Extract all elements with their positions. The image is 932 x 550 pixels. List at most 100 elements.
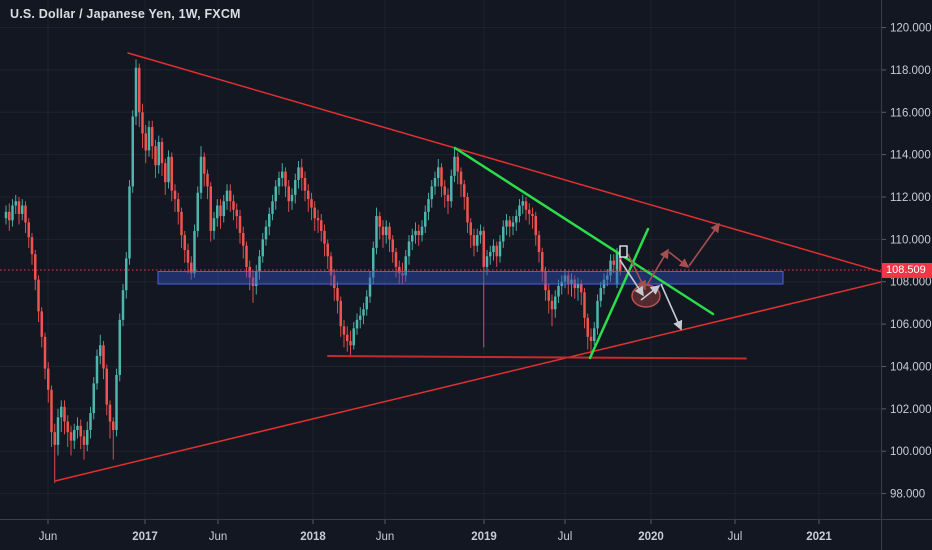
candle-up (125, 252, 128, 299)
candle-up (407, 235, 411, 265)
candle-down (238, 209, 242, 244)
candle-down (531, 207, 534, 229)
prediction-arrow-red[interactable] (688, 222, 720, 267)
candle-body (14, 201, 17, 206)
candle-down (151, 120, 154, 159)
candle-body (313, 207, 316, 219)
candle-body (21, 205, 24, 214)
candle-body (368, 277, 372, 297)
prediction-arrow-red[interactable] (668, 251, 690, 268)
candle-body (251, 277, 255, 286)
candle-body (268, 213, 271, 227)
candle-body (232, 201, 235, 210)
candle-body (212, 218, 216, 231)
price-axis-label: 106.000 (890, 319, 932, 331)
candle-down (40, 307, 43, 348)
candle-body (170, 156, 173, 191)
candle-body (300, 167, 303, 178)
candle-down (105, 364, 108, 416)
candle-body (290, 194, 294, 202)
candle-body (446, 194, 450, 202)
candle-body (164, 163, 167, 183)
candle-body (245, 245, 248, 267)
candle-up (615, 247, 619, 289)
candle-up (290, 188, 294, 210)
prediction-arrow-gray[interactable] (660, 283, 683, 331)
candle-down (394, 247, 398, 278)
candle-body (550, 300, 554, 310)
candle-body (157, 141, 160, 166)
candle-down (17, 197, 21, 225)
candle-down (378, 211, 381, 240)
candle-down (50, 385, 53, 447)
candle-body (297, 167, 300, 181)
time-axis[interactable]: Jun 2017 Jun 2018 Jun 2019 Jul 2020 Jul 2021 (0, 519, 932, 544)
candle-up (355, 313, 359, 335)
candle-down (164, 158, 167, 195)
price-axis[interactable]: 120.000 118.000 116.000 114.000 112.000 110.0… (881, 0, 932, 550)
candle-body (362, 309, 365, 316)
candle-down (320, 213, 323, 242)
candle-up (375, 207, 378, 255)
symbol-title[interactable]: U.S. Dollar / Japanese Yen, 1W, FXCM (10, 7, 241, 21)
candle-body (433, 177, 437, 187)
price-axis-label: 120.000 (890, 23, 932, 35)
candle-body (76, 425, 79, 431)
candle-up (212, 211, 216, 240)
prediction-arrow-red[interactable] (646, 248, 669, 286)
candle-body (450, 175, 453, 202)
chart-pane[interactable] (0, 0, 881, 519)
candle-down (469, 218, 472, 248)
candle-down (456, 152, 459, 185)
candle-body (521, 201, 524, 206)
candle-down (586, 313, 589, 350)
candle-up (60, 400, 63, 433)
candle-body (69, 432, 73, 441)
candle-body (43, 336, 47, 369)
candle-up (86, 421, 89, 452)
candle-down (316, 209, 320, 234)
prediction-arrow-gray[interactable] (640, 285, 661, 301)
wedge-upper-trendline[interactable] (127, 52, 906, 279)
wedge-lower-trendline[interactable] (54, 276, 906, 482)
candle-body (534, 216, 537, 236)
price-axis-label: 112.000 (890, 192, 931, 204)
candle-down (183, 230, 186, 263)
chart-drawings (0, 52, 906, 482)
candle-up (609, 254, 612, 282)
candle-body (144, 133, 147, 151)
candle-down (446, 188, 450, 214)
candle-down (206, 169, 209, 200)
candle-down (186, 243, 190, 274)
time-axis-label: 2020 (638, 531, 664, 543)
candle-body (518, 205, 521, 217)
candle-down (329, 252, 333, 286)
candle-body (339, 300, 342, 327)
candle-down (242, 226, 245, 259)
candle-down (30, 233, 34, 265)
drawing-anchor-handle[interactable] (619, 245, 628, 258)
candle-up (225, 184, 229, 210)
prediction-arrow-red[interactable] (627, 253, 646, 291)
candle-body (440, 167, 443, 187)
candle-body (596, 300, 599, 329)
candle-down (8, 203, 11, 231)
candle-down (209, 182, 212, 242)
candle-body (544, 271, 547, 291)
candle-down (443, 180, 446, 208)
prediction-arrow-gray[interactable] (619, 259, 644, 297)
candle-body (329, 256, 333, 276)
candle-body (219, 205, 222, 217)
candle-down (160, 137, 164, 176)
candle-body (615, 252, 619, 284)
candle-body (79, 425, 82, 437)
candle-up (134, 59, 138, 125)
green-descending-line[interactable] (453, 146, 715, 316)
candle-body (411, 235, 414, 242)
candle-down (180, 207, 183, 248)
candle-body (121, 290, 125, 320)
green-ascending-line[interactable] (588, 227, 650, 360)
candle-up (476, 228, 479, 253)
horizontal-support-line[interactable] (327, 355, 747, 360)
candle-body (580, 283, 583, 293)
